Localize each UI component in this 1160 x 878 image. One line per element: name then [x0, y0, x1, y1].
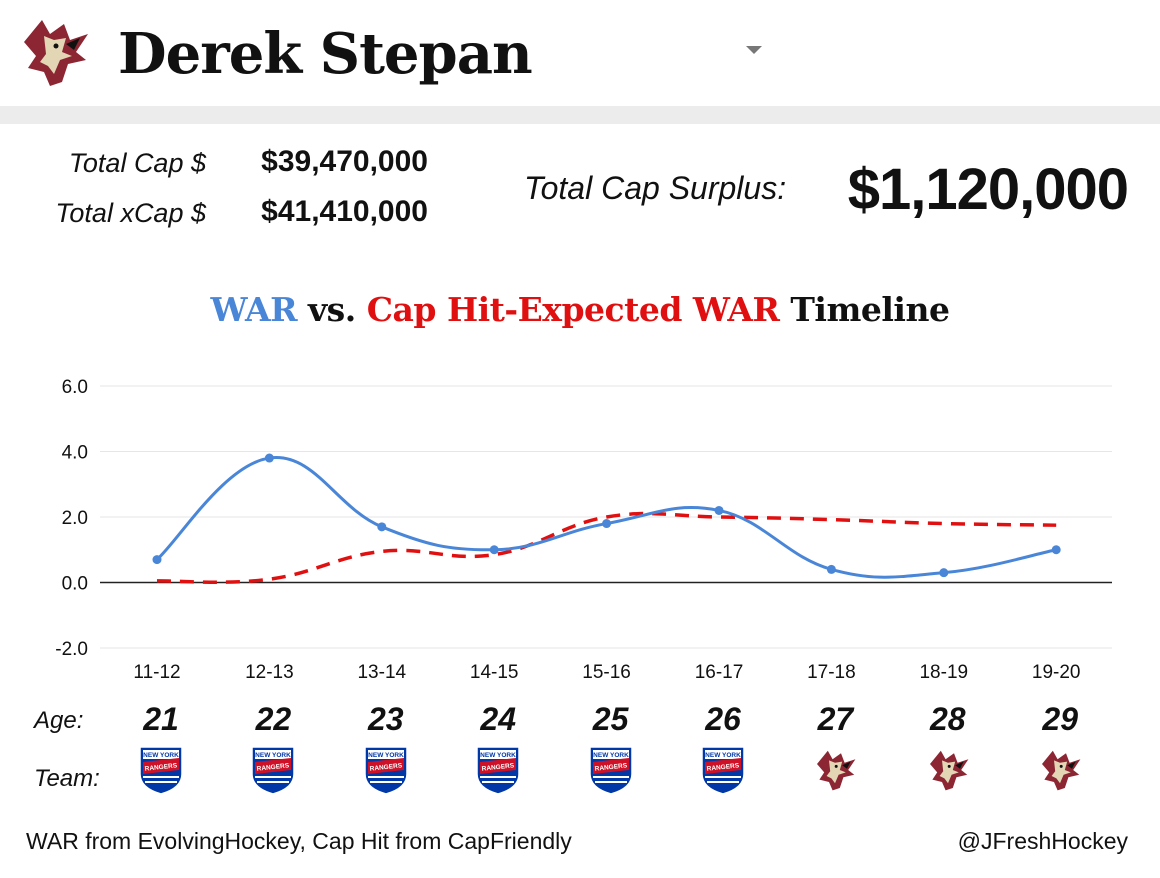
x-tick-label: 13-14 [357, 662, 406, 683]
chart-title: WAR vs. Cap Hit-Expected WAR Timeline [0, 290, 1160, 329]
source-credit: WAR from EvolvingHockey, Cap Hit from Ca… [26, 828, 572, 854]
rangers-logo-icon: NEW YORK RANGERS [362, 744, 410, 796]
svg-text:RANGERS: RANGERS [482, 762, 516, 772]
svg-text:NEW YORK: NEW YORK [705, 752, 741, 759]
svg-text:RANGERS: RANGERS [706, 762, 740, 772]
rangers-logo-icon: NEW YORK RANGERS [587, 744, 635, 796]
svg-text:RANGERS: RANGERS [144, 762, 178, 772]
y-tick-label: 0.0 [62, 574, 88, 595]
player-dropdown-arrow-icon[interactable] [746, 46, 762, 54]
war-data-point [377, 522, 387, 532]
age-value: 22 [255, 701, 292, 737]
age-value: 21 [143, 701, 179, 737]
cap-surplus-label: Total Cap Surplus: [524, 170, 787, 206]
xwar-series-line [156, 511, 1057, 584]
x-tick-label: 17-18 [807, 662, 856, 683]
total-cap-value: $39,470,000 [261, 145, 428, 178]
svg-text:NEW YORK: NEW YORK [256, 752, 292, 759]
total-cap-label: Total Cap $ [68, 148, 206, 178]
header-divider [0, 106, 1160, 124]
svg-text:NEW YORK: NEW YORK [480, 752, 516, 759]
total-xcap-label: Total xCap $ [55, 198, 206, 228]
war-data-point [1051, 545, 1061, 555]
y-tick-label: 6.0 [62, 377, 88, 398]
rangers-logo-icon: NEW YORK RANGERS [249, 744, 297, 796]
x-tick-label: 18-19 [919, 662, 968, 683]
war-data-point [939, 568, 949, 578]
author-credit: @JFreshHockey [957, 828, 1128, 854]
war-data-point [826, 564, 836, 574]
y-tick-label: -2.0 [55, 639, 88, 660]
age-value: 26 [705, 701, 741, 737]
coyotes-logo-icon [24, 20, 88, 86]
x-tick-label: 16-17 [695, 662, 744, 683]
chart-title-timeline: Timeline [779, 290, 950, 329]
svg-text:RANGERS: RANGERS [594, 762, 628, 772]
x-tick-label: 12-13 [245, 662, 294, 683]
rangers-logo-icon: NEW YORK RANGERS [474, 744, 522, 796]
age-value: 23 [368, 701, 404, 737]
cap-surplus-value: $1,120,000 [847, 157, 1129, 222]
svg-text:RANGERS: RANGERS [369, 762, 403, 772]
x-tick-label: 15-16 [582, 662, 631, 683]
age-value: 29 [1042, 701, 1078, 737]
player-name: Derek Stepan [118, 21, 533, 87]
war-data-point [489, 545, 499, 555]
age-value: 27 [817, 701, 854, 737]
war-timeline-chart: 6.0 4.0 2.0 0.0 -2.0 11-12 12-13 13-14 14-15 15-1… [55, 377, 1112, 683]
rangers-logo-icon: NEW YORK RANGERS [699, 744, 747, 796]
svg-text:NEW YORK: NEW YORK [593, 752, 629, 759]
age-value: 28 [930, 701, 966, 737]
war-data-point [714, 505, 724, 515]
coyotes-logo-icon [924, 744, 972, 796]
team-row-label: Team: [34, 765, 100, 792]
svg-text:NEW YORK: NEW YORK [143, 752, 179, 759]
war-data-point [602, 519, 612, 529]
war-series-line [155, 456, 1057, 579]
rangers-logo-icon: NEW YORK RANGERS [137, 744, 185, 796]
coyotes-logo-icon [1036, 744, 1084, 796]
svg-text:NEW YORK: NEW YORK [368, 752, 404, 759]
x-tick-label: 11-12 [133, 662, 180, 683]
header: Derek Stepan [0, 0, 1160, 106]
chart-title-xwar: Cap Hit-Expected WAR [366, 290, 780, 329]
x-tick-label: 19-20 [1032, 662, 1081, 683]
svg-text:RANGERS: RANGERS [257, 762, 291, 772]
x-tick-label: 14-15 [470, 662, 519, 683]
y-tick-label: 4.0 [62, 443, 88, 464]
chart-title-vs: vs. [297, 290, 367, 329]
age-row-label: Age: [34, 707, 84, 734]
age-value: 25 [592, 701, 629, 737]
war-data-point [264, 453, 274, 463]
coyotes-logo-icon [811, 744, 859, 796]
y-tick-label: 2.0 [62, 508, 88, 529]
chart-title-war: WAR [210, 290, 298, 329]
age-value: 24 [480, 701, 516, 737]
total-xcap-value: $41,410,000 [261, 195, 428, 228]
war-data-point [152, 555, 162, 565]
